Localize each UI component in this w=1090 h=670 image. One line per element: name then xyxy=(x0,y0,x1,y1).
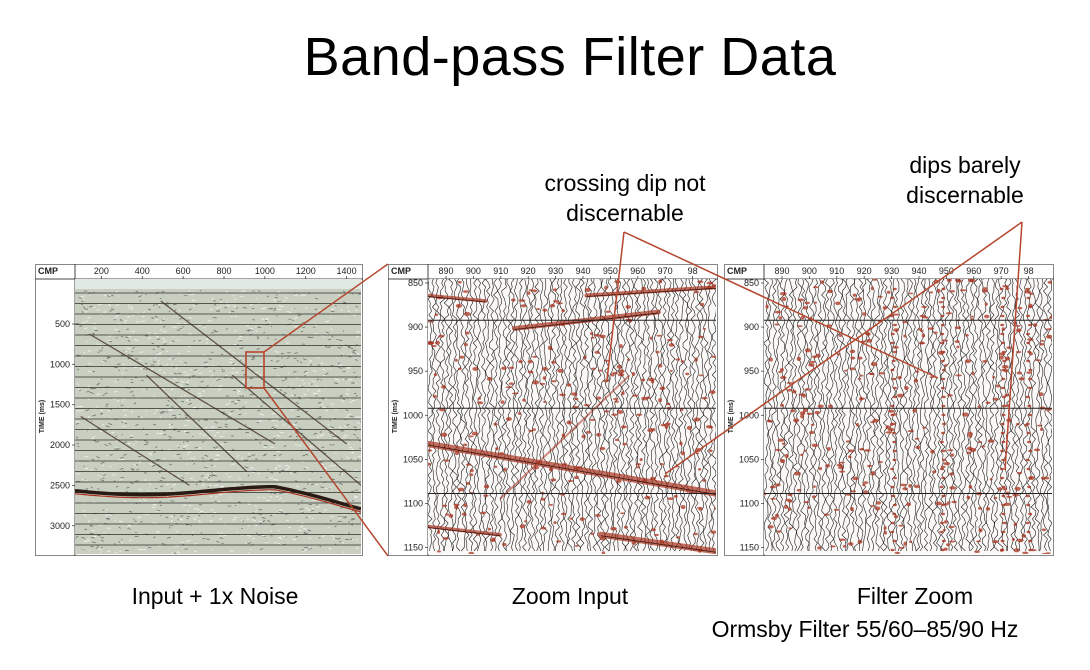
x-tick-label: 950 xyxy=(939,266,954,276)
y-tick-label: 1050 xyxy=(403,454,423,464)
y-tick-label: 1500 xyxy=(50,400,70,410)
annotation-dips-line-1: dips barely xyxy=(909,152,1021,178)
x-tick-label: 960 xyxy=(966,266,981,276)
y-tick-label: 850 xyxy=(408,278,423,288)
annotation-dips-line-2: discernable xyxy=(906,182,1024,208)
annotation-crossing-line-2: discernable xyxy=(566,200,684,226)
axis-label-time: TIME (ms) xyxy=(39,400,46,433)
y-tick-label: 850 xyxy=(744,278,759,288)
y-tick-label: 1050 xyxy=(739,454,759,464)
x-tick-label: 900 xyxy=(802,266,817,276)
annotation-crossing-line-1: crossing dip not xyxy=(544,170,706,196)
annotation-dips-barely: dips barely discernable xyxy=(880,150,1050,210)
y-tick-label: 1100 xyxy=(404,498,423,508)
x-tick-label: 1400 xyxy=(337,266,357,276)
x-tick-label: 890 xyxy=(774,266,789,276)
x-tick-label: 1000 xyxy=(255,266,275,276)
x-tick-label: 940 xyxy=(911,266,926,276)
x-tick-label: 920 xyxy=(857,266,872,276)
x-tick-label: 950 xyxy=(603,266,618,276)
x-tick-label: 900 xyxy=(466,266,481,276)
x-tick-label: 970 xyxy=(994,266,1009,276)
slide-title: Band-pass Filter Data xyxy=(303,27,837,87)
caption-zoom: Zoom Input xyxy=(511,583,629,609)
x-tick-label: 960 xyxy=(630,266,645,276)
x-tick-label: 98 xyxy=(688,266,698,276)
seismic-traces xyxy=(428,279,716,554)
y-tick-label: 900 xyxy=(408,322,423,332)
x-tick-label: 600 xyxy=(176,266,191,276)
x-tick-label: 930 xyxy=(884,266,899,276)
y-tick-label: 1150 xyxy=(404,543,423,553)
y-tick-label: 950 xyxy=(408,366,423,376)
seismic-section-input: CMP 200 400 600 800 1000 1200 1400 500 1000 1500 20… xyxy=(35,264,363,556)
caption-filter: Filter Zoom xyxy=(856,583,974,609)
x-tick-label: 910 xyxy=(829,266,844,276)
plot-background xyxy=(75,279,361,554)
x-tick-label: 970 xyxy=(658,266,673,276)
axis-label-cmp: CMP xyxy=(391,266,411,276)
x-tick-label: 920 xyxy=(521,266,536,276)
x-tick-label: 400 xyxy=(135,266,150,276)
seismic-panel-zoom: CMP 890 900 910 920 930 940 950 960 970 98 850 900 95… xyxy=(388,264,718,556)
x-tick-label: 200 xyxy=(94,266,109,276)
axis-label-cmp: CMP xyxy=(727,266,747,276)
caption-ormsby-filter: Ormsby Filter 55/60–85/90 Hz xyxy=(711,616,1019,642)
y-tick-label: 1000 xyxy=(403,410,423,420)
annotation-crossing-dip: crossing dip not discernable xyxy=(520,168,730,228)
x-tick-label: 930 xyxy=(548,266,563,276)
axis-label-cmp: CMP xyxy=(38,266,58,276)
y-tick-label: 1000 xyxy=(50,359,70,369)
x-tick-label: 1200 xyxy=(296,266,316,276)
axis-label-time: TIME (ms) xyxy=(728,400,735,433)
seismic-traces xyxy=(75,279,361,554)
x-tick-label: 800 xyxy=(216,266,231,276)
seismic-panel-filter: CMP 890 900 910 920 930 940 950 960 970 98 850 900 95… xyxy=(724,264,1054,556)
seismic-section-filter: CMP 890 900 910 920 930 940 950 960 970 98 850 900 95… xyxy=(724,264,1054,556)
y-tick-label: 1100 xyxy=(740,498,759,508)
seismic-section-zoom: CMP 890 900 910 920 930 940 950 960 970 98 850 900 95… xyxy=(388,264,718,556)
axis-label-time: TIME (ms) xyxy=(392,400,399,433)
y-tick-label: 950 xyxy=(744,366,759,376)
seismic-panel-input: CMP 200 400 600 800 1000 1200 1400 500 1000 1500 20… xyxy=(35,264,363,556)
seismic-traces xyxy=(764,279,1052,554)
y-tick-label: 900 xyxy=(744,322,759,332)
x-tick-label: 98 xyxy=(1024,266,1034,276)
y-tick-label: 3000 xyxy=(50,521,70,531)
y-tick-label: 1150 xyxy=(740,543,759,553)
y-tick-label: 1000 xyxy=(739,410,759,420)
x-tick-label: 890 xyxy=(438,266,453,276)
y-tick-label: 2500 xyxy=(50,480,70,490)
x-tick-label: 910 xyxy=(493,266,508,276)
y-tick-label: 2000 xyxy=(50,440,70,450)
x-tick-label: 940 xyxy=(575,266,590,276)
y-tick-label: 500 xyxy=(55,319,70,329)
caption-input: Input + 1x Noise xyxy=(131,583,299,609)
